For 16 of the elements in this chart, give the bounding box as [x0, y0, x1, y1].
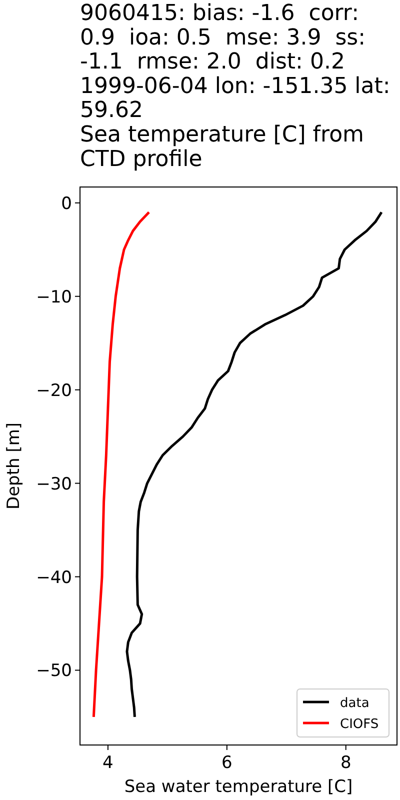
- y-tick-label: −30: [36, 474, 72, 494]
- x-tick-label: 6: [221, 753, 232, 773]
- x-axis-title: Sea water temperature [C]: [124, 777, 353, 797]
- y-tick-label: −10: [36, 287, 72, 308]
- y-tick-label: −20: [36, 380, 72, 401]
- line-series: [126, 210, 383, 718]
- y-tick-label: −40: [36, 568, 72, 588]
- y-axis-title: Depth [m]: [4, 422, 24, 510]
- legend-label: data: [340, 696, 370, 711]
- line-series: [92, 210, 150, 718]
- x-tick-label: 4: [102, 753, 114, 773]
- chart-title: 9060415: bias: -1.6 corr: 0.9 ioa: 0.5 mse: 3.9 ss: -1.1 rmse: 2.0 dist: 0.2 1999-06-04 lon: -151.35 lat: 59.62 Sea temperature [C] from CTD profile: [80, 1, 390, 172]
- y-tick-label: 0: [61, 194, 72, 214]
- y-tick-label: −50: [36, 661, 72, 682]
- legend-label: CIOFS: [340, 717, 379, 732]
- x-tick-label: 8: [340, 753, 352, 773]
